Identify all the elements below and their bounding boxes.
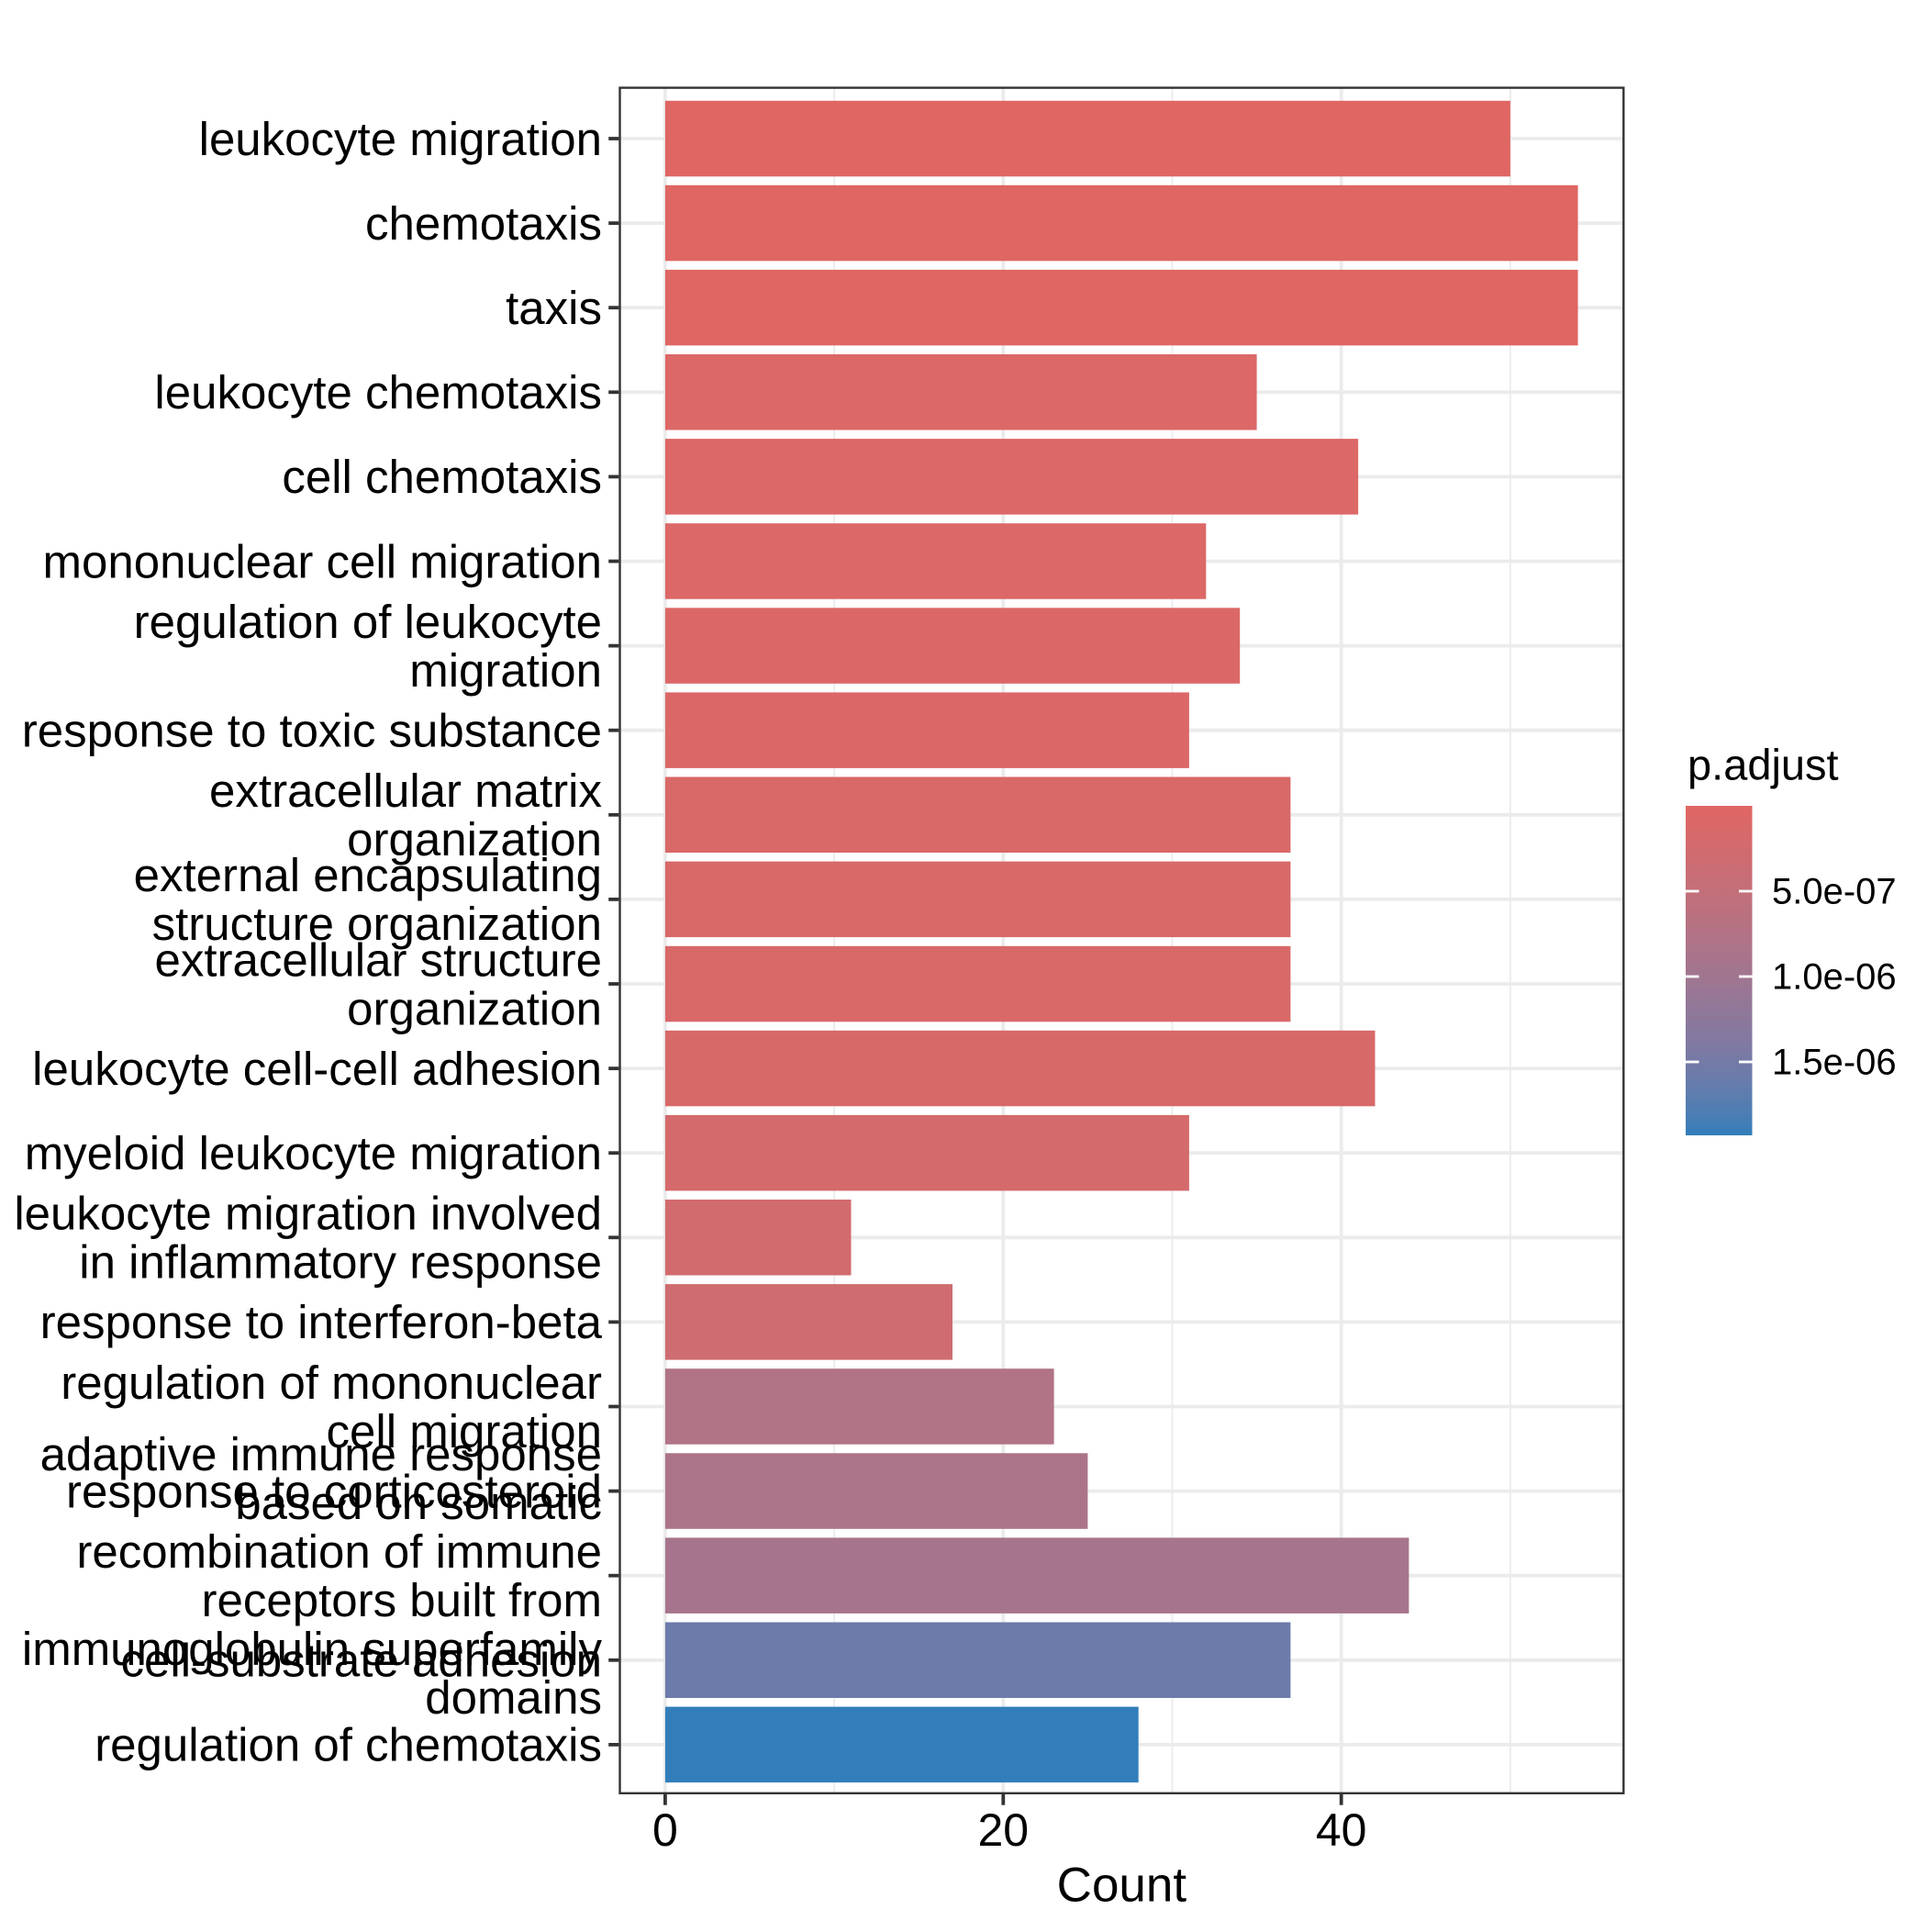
svg-text:myeloid leukocyte migration: myeloid leukocyte migration (25, 1127, 602, 1179)
svg-text:p.adjust: p.adjust (1688, 741, 1839, 789)
svg-text:leukocyte migration involved: leukocyte migration involved (14, 1188, 602, 1240)
svg-text:20: 20 (977, 1804, 1029, 1856)
svg-text:external encapsulating: external encapsulating (134, 849, 602, 901)
svg-text:1.0e-06: 1.0e-06 (1772, 956, 1897, 997)
svg-text:leukocyte cell-cell adhesion: leukocyte cell-cell adhesion (32, 1043, 602, 1095)
svg-text:organization: organization (347, 813, 602, 865)
svg-text:mononuclear cell migration: mononuclear cell migration (43, 535, 602, 587)
svg-text:Count: Count (1057, 1859, 1187, 1913)
svg-text:extracellular matrix: extracellular matrix (209, 765, 602, 817)
svg-text:response to corticosteroid: response to corticosteroid (66, 1465, 602, 1517)
svg-text:migration: migration (409, 644, 602, 697)
svg-text:chemotaxis: chemotaxis (365, 197, 602, 250)
svg-text:cell chemotaxis: cell chemotaxis (282, 451, 602, 503)
svg-text:leukocyte migration: leukocyte migration (199, 113, 602, 165)
svg-text:5.0e-07: 5.0e-07 (1772, 871, 1897, 911)
svg-text:cell-substrate adhesion: cell-substrate adhesion (121, 1635, 602, 1687)
svg-text:40: 40 (1316, 1804, 1367, 1856)
svg-text:0: 0 (652, 1804, 678, 1856)
svg-text:regulation of mononuclear: regulation of mononuclear (61, 1357, 602, 1409)
svg-text:response to toxic substance: response to toxic substance (22, 705, 602, 757)
svg-text:based on somatic: based on somatic (235, 1477, 602, 1529)
svg-text:structure organization: structure organization (152, 898, 602, 950)
svg-text:response to interferon-beta: response to interferon-beta (40, 1296, 603, 1348)
svg-text:recombination of immune: recombination of immune (76, 1525, 602, 1578)
svg-text:1.5e-06: 1.5e-06 (1772, 1042, 1897, 1082)
svg-text:extracellular structure: extracellular structure (154, 933, 602, 986)
svg-text:domains: domains (425, 1671, 602, 1724)
svg-text:in inflammatory response: in inflammatory response (79, 1236, 602, 1289)
svg-text:cell migration: cell migration (327, 1405, 602, 1457)
svg-text:regulation of chemotaxis: regulation of chemotaxis (95, 1719, 602, 1771)
svg-text:taxis: taxis (506, 282, 602, 334)
svg-text:regulation of leukocyte: regulation of leukocyte (134, 596, 602, 648)
svg-text:immunoglobulin superfamily: immunoglobulin superfamily (22, 1623, 603, 1675)
svg-text:organization: organization (347, 982, 602, 1034)
svg-text:receptors built from: receptors built from (202, 1574, 603, 1626)
svg-text:leukocyte chemotaxis: leukocyte chemotaxis (154, 366, 602, 419)
svg-text:adaptive immune response: adaptive immune response (40, 1428, 602, 1480)
